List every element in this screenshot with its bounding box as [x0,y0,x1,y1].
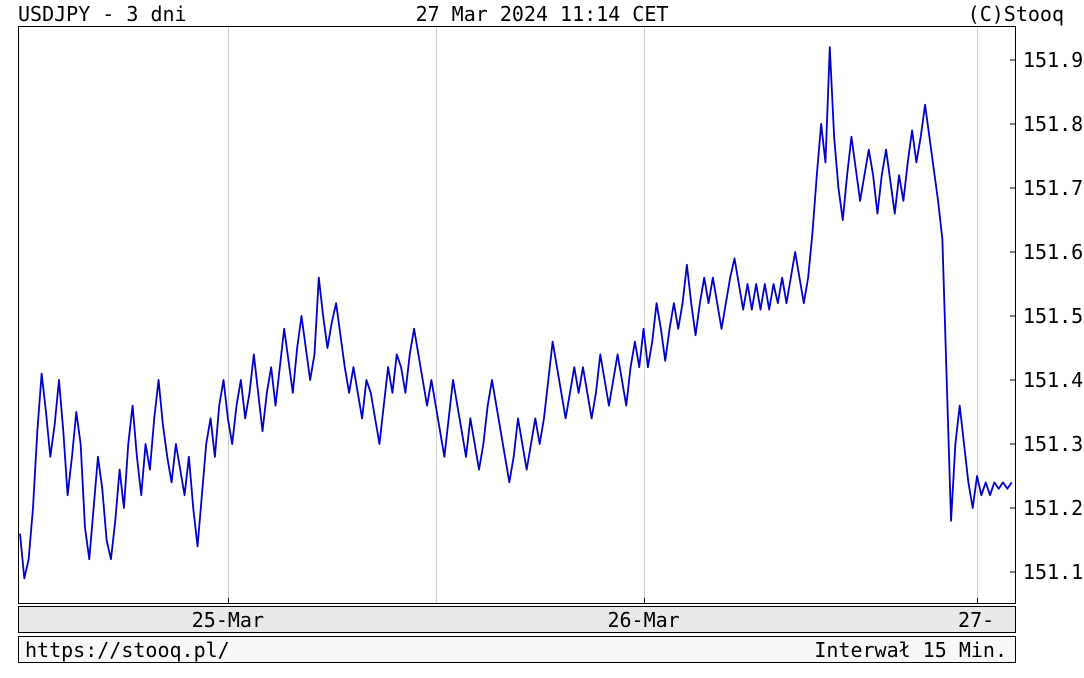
copyright: (C)Stooq [968,2,1064,26]
x-axis-label: 26-Mar [607,608,679,632]
y-axis-label: 151.2 [1023,496,1083,520]
y-axis-label: 151.4 [1023,368,1083,392]
chart-timestamp: 27 Mar 2024 11:14 CET [416,2,669,26]
price-line [19,27,1017,605]
y-axis-label: 151.3 [1023,432,1083,456]
chart-container: USDJPY - 3 dni 27 Mar 2024 11:14 CET (C)… [0,0,1084,678]
plot-area: 151.1151.2151.3151.4151.5151.6151.7151.8… [18,26,1016,604]
footer-strip: https://stooq.pl/ Interwał 15 Min. [18,636,1016,663]
interval-label: Interwał 15 Min. [814,638,1007,662]
y-axis-label: 151.6 [1023,240,1083,264]
source-url: https://stooq.pl/ [25,638,230,662]
y-axis-label: 151.5 [1023,304,1083,328]
y-axis-label: 151.7 [1023,176,1083,200]
chart-header: USDJPY - 3 dni 27 Mar 2024 11:14 CET (C)… [0,2,1084,24]
x-axis-strip: 25-Mar26-Mar27-Mar [18,606,1016,633]
y-axis-label: 151.8 [1023,112,1083,136]
symbol-title: USDJPY - 3 dni [18,2,187,26]
x-axis-label: 25-Mar [192,608,264,632]
y-axis-label: 151.9 [1023,48,1083,72]
y-axis-label: 151.1 [1023,560,1083,584]
